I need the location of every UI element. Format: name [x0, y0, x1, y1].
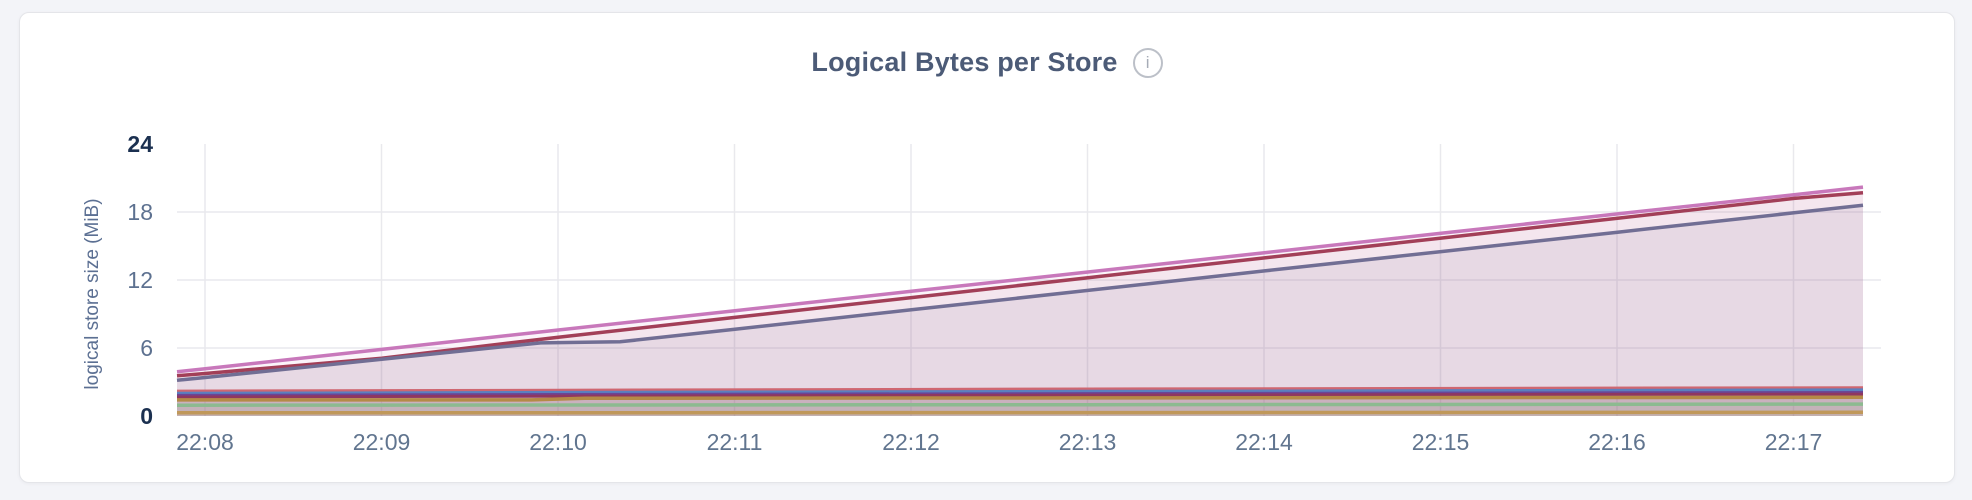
chart-card: Logical Bytes per Store i logical store …	[19, 12, 1955, 483]
info-icon[interactable]: i	[1132, 47, 1163, 78]
chart-header: Logical Bytes per Store i	[20, 47, 1954, 78]
chart-title: Logical Bytes per Store	[811, 47, 1118, 77]
y-axis-title: logical store size (MiB)	[82, 198, 103, 390]
